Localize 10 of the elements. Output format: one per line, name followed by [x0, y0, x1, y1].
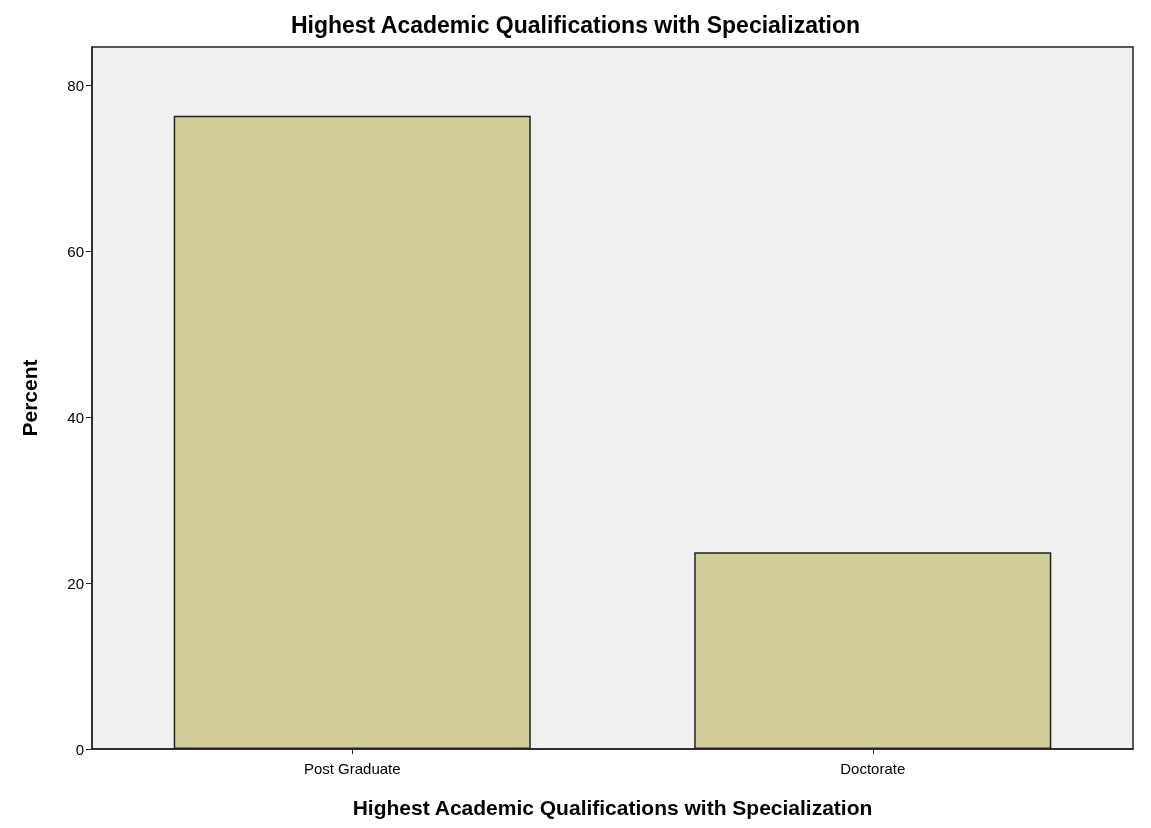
chart-title: Highest Academic Qualifications with Specialization — [290, 11, 861, 38]
x-tick-label: Doctorate — [840, 760, 906, 777]
y-tick-label: 60 — [67, 242, 84, 260]
x-tick-label: Post Graduate — [303, 760, 401, 777]
y-axis-title: Percent — [18, 359, 41, 437]
x-axis-title: Highest Academic Qualifications with Specialization — [352, 796, 873, 819]
y-tick-label: 0 — [75, 740, 84, 758]
y-tick-label: 40 — [67, 408, 84, 426]
y-tick-label: 80 — [67, 76, 84, 94]
y-tick-label: 20 — [67, 574, 84, 592]
